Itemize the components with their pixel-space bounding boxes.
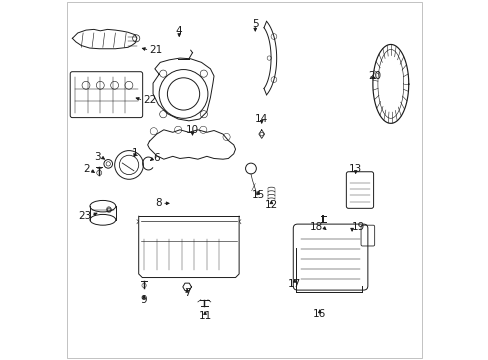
Text: 9: 9 <box>141 295 147 305</box>
Text: 2: 2 <box>83 164 89 174</box>
Text: 16: 16 <box>312 310 326 319</box>
Text: 23: 23 <box>78 211 91 221</box>
Text: 6: 6 <box>153 153 160 163</box>
Text: 1: 1 <box>132 148 138 158</box>
Text: 19: 19 <box>351 222 365 232</box>
Text: 17: 17 <box>287 279 301 289</box>
Text: 20: 20 <box>367 71 381 81</box>
Text: 5: 5 <box>251 19 258 29</box>
Text: 7: 7 <box>183 288 190 298</box>
Text: 13: 13 <box>348 164 362 174</box>
Text: 12: 12 <box>264 200 278 210</box>
Text: 11: 11 <box>198 311 211 321</box>
Text: 10: 10 <box>185 125 199 135</box>
Text: 18: 18 <box>309 222 323 232</box>
Text: 22: 22 <box>143 95 156 105</box>
Text: 14: 14 <box>255 114 268 124</box>
Text: 3: 3 <box>94 152 101 162</box>
Text: 21: 21 <box>149 45 163 55</box>
Text: 15: 15 <box>251 190 264 200</box>
Text: 4: 4 <box>176 26 182 36</box>
Text: 8: 8 <box>155 198 162 208</box>
